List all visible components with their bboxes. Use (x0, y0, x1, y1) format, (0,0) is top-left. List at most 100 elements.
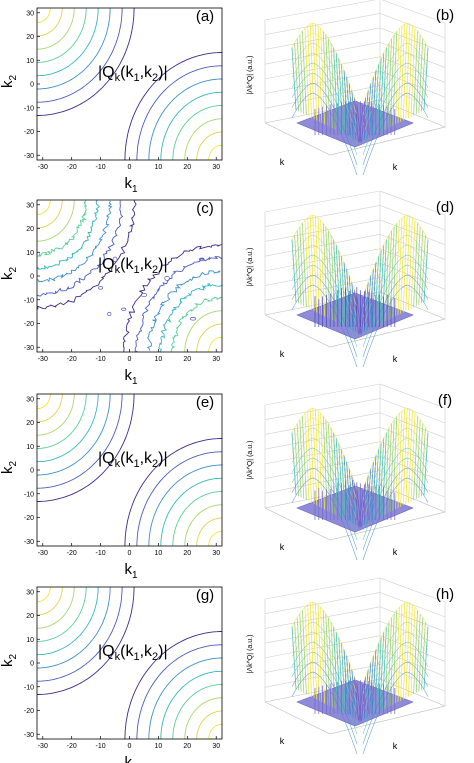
contour-line (160, 91, 222, 160)
y-tick-label: 30 (26, 202, 34, 209)
mesh-line (291, 427, 358, 511)
y-tick-label: -20 (24, 708, 34, 715)
plot-frame (36, 7, 223, 161)
y-tick-label: 20 (26, 613, 34, 620)
mesh-line (421, 234, 426, 304)
contour-line (148, 464, 222, 546)
mesh-line (317, 25, 323, 124)
mesh-line (328, 38, 333, 129)
mesh-line (392, 416, 398, 511)
contour-title: |Qk(k1,k2)| (98, 450, 168, 470)
contour-line (37, 587, 135, 695)
surface-k2-label: k (280, 157, 285, 167)
mesh-line (366, 662, 372, 718)
mesh-line (291, 284, 358, 368)
noise-contour (107, 311, 112, 317)
mesh-line (351, 475, 357, 525)
mesh-line (302, 223, 307, 308)
contour-line (37, 587, 111, 669)
x-tick-label: -10 (96, 743, 106, 750)
contour-lines (37, 8, 222, 160)
mesh-line (309, 23, 315, 120)
mesh-line (291, 671, 358, 755)
mesh-line (362, 671, 429, 755)
mesh-line (376, 637, 382, 713)
mesh-line (402, 601, 408, 700)
mesh-line (291, 651, 358, 735)
mesh-line (358, 105, 364, 143)
mesh-line (346, 268, 351, 330)
mesh-line (362, 254, 429, 338)
mesh-line (362, 234, 429, 318)
mesh-line (291, 621, 358, 705)
mesh-line (379, 631, 385, 712)
mesh-line (362, 22, 429, 106)
mesh-line (328, 617, 333, 708)
noise-contour (164, 275, 170, 281)
mesh-line (400, 23, 405, 122)
x-tick-label: 20 (183, 743, 191, 750)
surface-peak (358, 407, 429, 561)
surface-peak (291, 214, 362, 368)
x-tick-label: 10 (155, 164, 163, 171)
mesh-line (291, 417, 358, 501)
mesh-line (392, 223, 398, 318)
mesh-line (397, 217, 403, 316)
mesh-line (362, 264, 429, 348)
mesh-line (307, 604, 312, 697)
x-tick-label: 10 (155, 743, 163, 750)
mesh-line (362, 52, 429, 136)
mesh-line (291, 437, 358, 521)
mesh-line (335, 244, 341, 325)
mesh-line (333, 239, 338, 323)
mesh-line (291, 42, 358, 126)
surface-z-label: |Λk^Q| (a.u.) (247, 441, 254, 480)
mesh-line (358, 297, 364, 335)
mesh-line (291, 661, 358, 745)
y-tick-label: -30 (24, 539, 34, 546)
surface-panel-3: k k (h) |Λk^Q| (a.u.) (247, 577, 454, 755)
surface-peak (291, 407, 362, 561)
mesh-line (369, 268, 374, 330)
mesh-line (361, 676, 366, 721)
y-tick-label: -10 (24, 105, 34, 112)
contour-line (184, 697, 222, 739)
contour-line (37, 200, 113, 283)
contour-line (148, 657, 222, 739)
mesh-line (348, 83, 354, 139)
x-axis-label: k1 (125, 175, 139, 195)
mesh-line (387, 230, 392, 321)
mesh-line (302, 416, 307, 501)
panel-label: (g) (196, 587, 214, 604)
contour-line (148, 78, 222, 160)
mesh-line (397, 604, 403, 703)
x-tick-label: 0 (128, 164, 132, 171)
contour-line (37, 200, 124, 297)
mesh-line (400, 408, 405, 507)
mesh-line (362, 447, 429, 531)
plot-frame (36, 393, 223, 547)
mesh-line (405, 23, 411, 120)
mesh-line (362, 651, 429, 735)
contour-line (37, 394, 63, 423)
y-tick-label: 30 (26, 589, 34, 596)
y-tick-label: 10 (26, 250, 34, 257)
mesh-line (356, 490, 362, 528)
contour-line (208, 336, 222, 352)
contour-line (37, 587, 51, 603)
mesh-line (338, 637, 344, 713)
mesh-line (362, 92, 429, 176)
mesh-line (397, 25, 403, 124)
mesh-line (299, 226, 305, 306)
mesh-line (421, 427, 426, 497)
mesh-line (387, 38, 392, 129)
mesh-line (415, 34, 421, 114)
contour-line (134, 256, 222, 352)
mesh-line (325, 34, 331, 127)
surface-peak (358, 22, 429, 176)
contour-line (196, 710, 222, 739)
mesh-line (356, 105, 362, 143)
mesh-line (320, 220, 325, 317)
contour-line (37, 200, 51, 216)
